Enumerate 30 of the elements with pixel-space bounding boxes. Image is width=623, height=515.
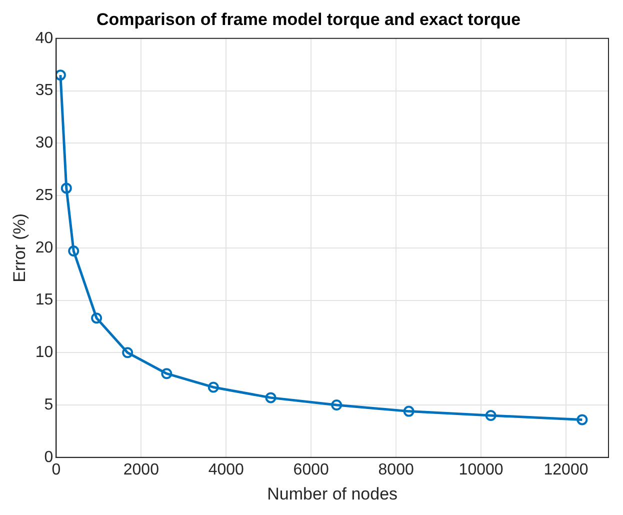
y-tick-label: 0 bbox=[44, 448, 54, 466]
point bbox=[68, 246, 80, 257]
y-axis-title: Error (%) bbox=[10, 213, 29, 282]
point bbox=[91, 312, 102, 324]
x-tick-label: 4000 bbox=[208, 461, 244, 478]
x-axis-title: Number of nodes bbox=[267, 484, 398, 504]
point bbox=[403, 406, 414, 417]
y-tick-label: 20 bbox=[35, 239, 54, 256]
point bbox=[485, 410, 496, 421]
x-tick-label: 8000 bbox=[378, 461, 414, 478]
point bbox=[122, 347, 134, 358]
point bbox=[331, 400, 342, 411]
point bbox=[161, 368, 172, 380]
point bbox=[60, 182, 72, 194]
point bbox=[265, 392, 276, 404]
chart-title: Comparison of frame model torque and exact torque bbox=[96, 10, 521, 29]
x-tick-label: 10000 bbox=[458, 461, 504, 478]
y-tick-label: 10 bbox=[35, 344, 54, 362]
point bbox=[208, 382, 219, 393]
y-tick-label: 15 bbox=[35, 292, 54, 309]
x-tick-label: 2000 bbox=[123, 461, 160, 478]
point bbox=[576, 414, 588, 426]
y-tick-label: 5 bbox=[44, 396, 54, 414]
y-tick-label: 40 bbox=[35, 30, 54, 47]
y-tick-label: 25 bbox=[35, 186, 54, 204]
x-tick-label: 6000 bbox=[293, 461, 330, 478]
y-tick-label: 35 bbox=[35, 82, 54, 100]
x-tick-label: 12000 bbox=[544, 461, 588, 478]
point bbox=[56, 70, 66, 81]
y-tick-label: 30 bbox=[35, 134, 54, 152]
